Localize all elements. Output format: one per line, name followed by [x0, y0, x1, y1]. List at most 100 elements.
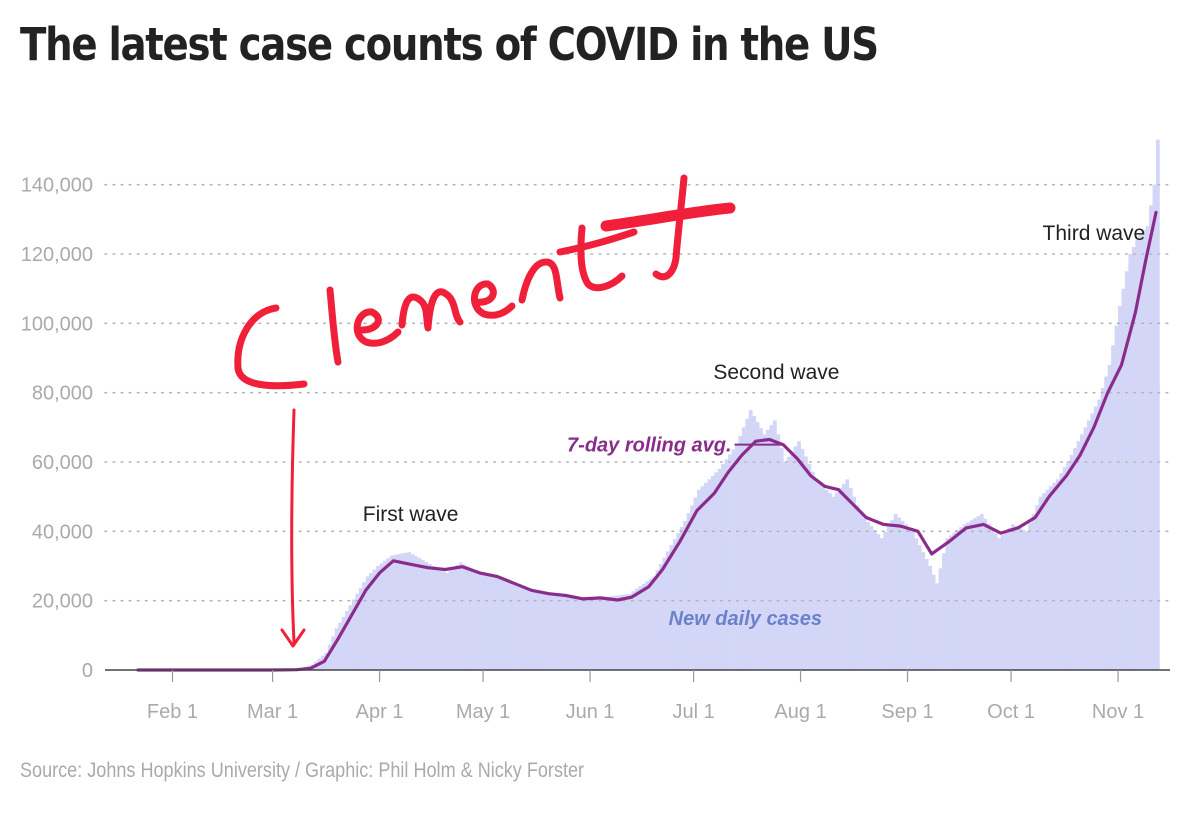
- daily-case-bar: [855, 505, 860, 670]
- daily-case-bar: [745, 418, 750, 670]
- daily-case-bar: [603, 597, 608, 670]
- y-tick-label: 140,000: [21, 175, 93, 197]
- daily-case-bar: [914, 538, 919, 670]
- daily-case-bar: [1152, 184, 1157, 671]
- daily-case-bar: [1045, 489, 1050, 670]
- daily-case-bar: [793, 446, 798, 670]
- daily-case-bar: [617, 595, 622, 670]
- daily-case-bar: [879, 538, 884, 670]
- y-tick-label: 100,000: [21, 313, 93, 335]
- daily-case-bar: [393, 554, 398, 670]
- daily-case-bar: [1121, 288, 1126, 670]
- handwriting-stroke: [471, 280, 516, 319]
- daily-case-bar: [1100, 388, 1105, 670]
- source-credit: Source: Johns Hopkins University / Graph…: [20, 759, 585, 782]
- daily-case-bar: [486, 574, 491, 670]
- daily-case-bar: [386, 558, 391, 670]
- daily-case-bar: [931, 574, 936, 670]
- annotation-third-wave: Third wave: [1043, 222, 1146, 245]
- daily-case-bar: [976, 516, 981, 670]
- daily-case-bar: [921, 552, 926, 670]
- daily-case-bar: [1086, 420, 1091, 670]
- daily-case-bar: [800, 448, 805, 670]
- daily-case-bar: [345, 611, 349, 670]
- daily-case-bar: [942, 553, 946, 670]
- gridlines: [104, 183, 1171, 602]
- daily-case-bar: [527, 588, 532, 670]
- daily-case-bar: [835, 492, 839, 670]
- daily-case-bar: [1124, 271, 1129, 670]
- handwriting-arrow-shaft: [290, 408, 296, 644]
- daily-case-bar: [648, 578, 653, 670]
- daily-case-bar: [476, 571, 480, 670]
- x-tick-label: Oct 1: [987, 701, 1035, 723]
- y-tick-label: 20,000: [32, 591, 93, 613]
- daily-case-bar: [1138, 233, 1143, 670]
- daily-case-bar: [538, 591, 543, 670]
- daily-case-bar: [369, 572, 373, 670]
- handwriting-stroke: [326, 286, 342, 366]
- daily-case-bar: [586, 597, 591, 670]
- daily-case-bar: [665, 551, 670, 670]
- daily-case-bar: [980, 514, 984, 670]
- daily-case-bar: [1014, 526, 1019, 670]
- daily-case-bar: [728, 454, 732, 670]
- daily-case-bar: [831, 496, 836, 670]
- y-tick-label: 40,000: [32, 521, 93, 543]
- handwriting-stroke: [600, 202, 736, 232]
- daily-case-bar: [472, 569, 477, 670]
- daily-case-bar: [383, 560, 387, 670]
- daily-case-bar: [935, 583, 939, 670]
- x-tick-label: Jul 1: [672, 701, 714, 723]
- daily-case-bar: [983, 518, 988, 670]
- daily-case-bar: [1090, 413, 1095, 670]
- daily-case-bar: [772, 420, 777, 670]
- daily-case-bar: [434, 567, 439, 670]
- daily-case-bar: [769, 425, 774, 670]
- daily-case-bar: [600, 597, 605, 670]
- handwriting-stroke: [556, 228, 638, 256]
- daily-case-bar: [514, 583, 518, 670]
- daily-case-bar: [1149, 205, 1153, 670]
- daily-case-bar: [445, 572, 449, 670]
- daily-case-bar: [986, 523, 991, 670]
- annotations: First wave Second wave Third wave 7-day rol…: [363, 222, 1145, 630]
- daily-case-bar: [1066, 461, 1071, 670]
- daily-case-bar: [1052, 482, 1057, 670]
- daily-case-bar: [1156, 139, 1160, 671]
- daily-case-bar: [358, 587, 363, 670]
- daily-case-bar: [817, 482, 822, 670]
- daily-case-bar: [738, 436, 743, 670]
- daily-case-bar: [1104, 376, 1108, 670]
- daily-case-bar: [614, 595, 618, 670]
- daily-case-bar: [759, 428, 763, 670]
- daily-case-bar: [427, 564, 432, 670]
- daily-case-bar: [579, 597, 584, 670]
- daily-case-bar: [1011, 524, 1015, 670]
- daily-case-bar: [821, 486, 826, 670]
- daily-case-bar: [572, 596, 577, 670]
- daily-case-bar: [1111, 345, 1115, 670]
- daily-case-bar: [683, 520, 687, 670]
- daily-case-bar: [489, 575, 494, 670]
- daily-case-bar: [379, 563, 384, 670]
- y-tick-label: 80,000: [32, 383, 93, 405]
- daily-case-bar: [652, 576, 656, 670]
- daily-case-bar: [596, 597, 601, 670]
- handwriting-stroke: [652, 174, 688, 281]
- daily-case-bar: [748, 410, 753, 670]
- daily-case-bar: [548, 592, 553, 670]
- daily-case-bar: [876, 534, 881, 670]
- daily-case-bar: [807, 464, 812, 670]
- daily-case-bar: [966, 522, 970, 670]
- daily-case-bar: [424, 562, 429, 670]
- x-tick-label: Jun 1: [566, 701, 615, 723]
- daily-case-bar: [848, 488, 853, 670]
- daily-case-bar: [503, 579, 508, 670]
- x-tick-label: Mar 1: [247, 701, 298, 723]
- daily-case-bar: [565, 595, 570, 670]
- x-tick-label: Aug 1: [774, 701, 826, 723]
- annotation-first-wave: First wave: [363, 503, 459, 526]
- daily-case-bar: [1080, 434, 1084, 670]
- daily-case-bar: [607, 596, 612, 670]
